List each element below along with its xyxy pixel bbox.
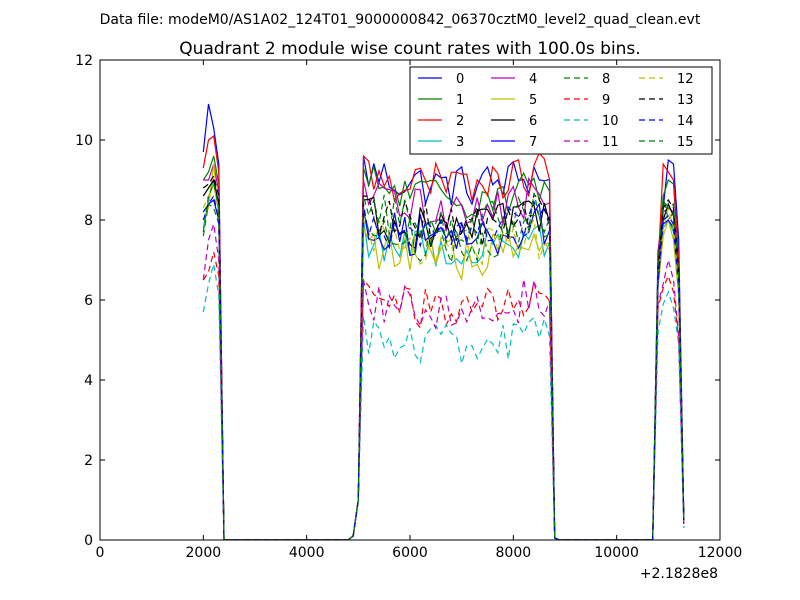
series-line-11 (202, 223, 685, 540)
data-file-caption: Data file: modeM0/AS1A02_124T01_90000008… (100, 12, 701, 28)
y-tick-label: 10 (75, 133, 93, 149)
legend-label-7: 7 (529, 135, 537, 150)
legend-label-4: 4 (529, 72, 537, 87)
series-layer (202, 103, 685, 540)
chart-title: Quadrant 2 module wise count rates with … (179, 39, 640, 59)
x-tick-label: 12000 (698, 545, 743, 561)
legend-label-12: 12 (677, 72, 694, 87)
series-line-10 (202, 263, 685, 540)
x-tick-label: 6000 (392, 545, 428, 561)
legend-label-11: 11 (602, 135, 619, 150)
series-line-8 (202, 195, 685, 540)
x-tick-label: 8000 (496, 545, 532, 561)
legend-label-8: 8 (602, 72, 610, 87)
series-line-0 (202, 103, 685, 540)
series-line-13 (202, 174, 685, 540)
legend-label-9: 9 (602, 93, 610, 108)
y-tick-label: 4 (84, 373, 93, 389)
series-line-14 (202, 194, 685, 540)
series-line-4 (203, 163, 685, 540)
y-tick-label: 12 (75, 53, 93, 69)
legend-label-3: 3 (456, 135, 464, 150)
legend-label-15: 15 (677, 135, 694, 150)
legend-label-2: 2 (456, 114, 464, 129)
legend-label-13: 13 (677, 93, 694, 108)
series-line-12 (202, 181, 685, 540)
series-line-2 (202, 134, 685, 540)
series-line-1 (202, 155, 685, 540)
series-line-7 (202, 198, 685, 540)
x-tick-label: 0 (96, 545, 105, 561)
x-tick-label: 4000 (289, 545, 325, 561)
legend-label-6: 6 (529, 114, 537, 129)
x-offset-label: +2.1828e8 (640, 566, 718, 582)
y-tick-label: 8 (84, 213, 93, 229)
legend-label-10: 10 (602, 114, 619, 129)
legend-label-14: 14 (677, 114, 694, 129)
y-tick-label: 2 (84, 453, 93, 469)
y-tick-label: 6 (84, 293, 93, 309)
series-line-3 (202, 179, 685, 540)
y-tick-label: 0 (84, 533, 93, 549)
legend-label-1: 1 (456, 93, 464, 108)
legend-label-0: 0 (456, 72, 464, 87)
series-line-6 (202, 178, 685, 540)
legend-label-5: 5 (529, 93, 537, 108)
x-tick-label: 2000 (186, 545, 222, 561)
legend-box (409, 66, 713, 155)
x-tick-label: 10000 (594, 545, 639, 561)
series-line-15 (202, 182, 685, 540)
